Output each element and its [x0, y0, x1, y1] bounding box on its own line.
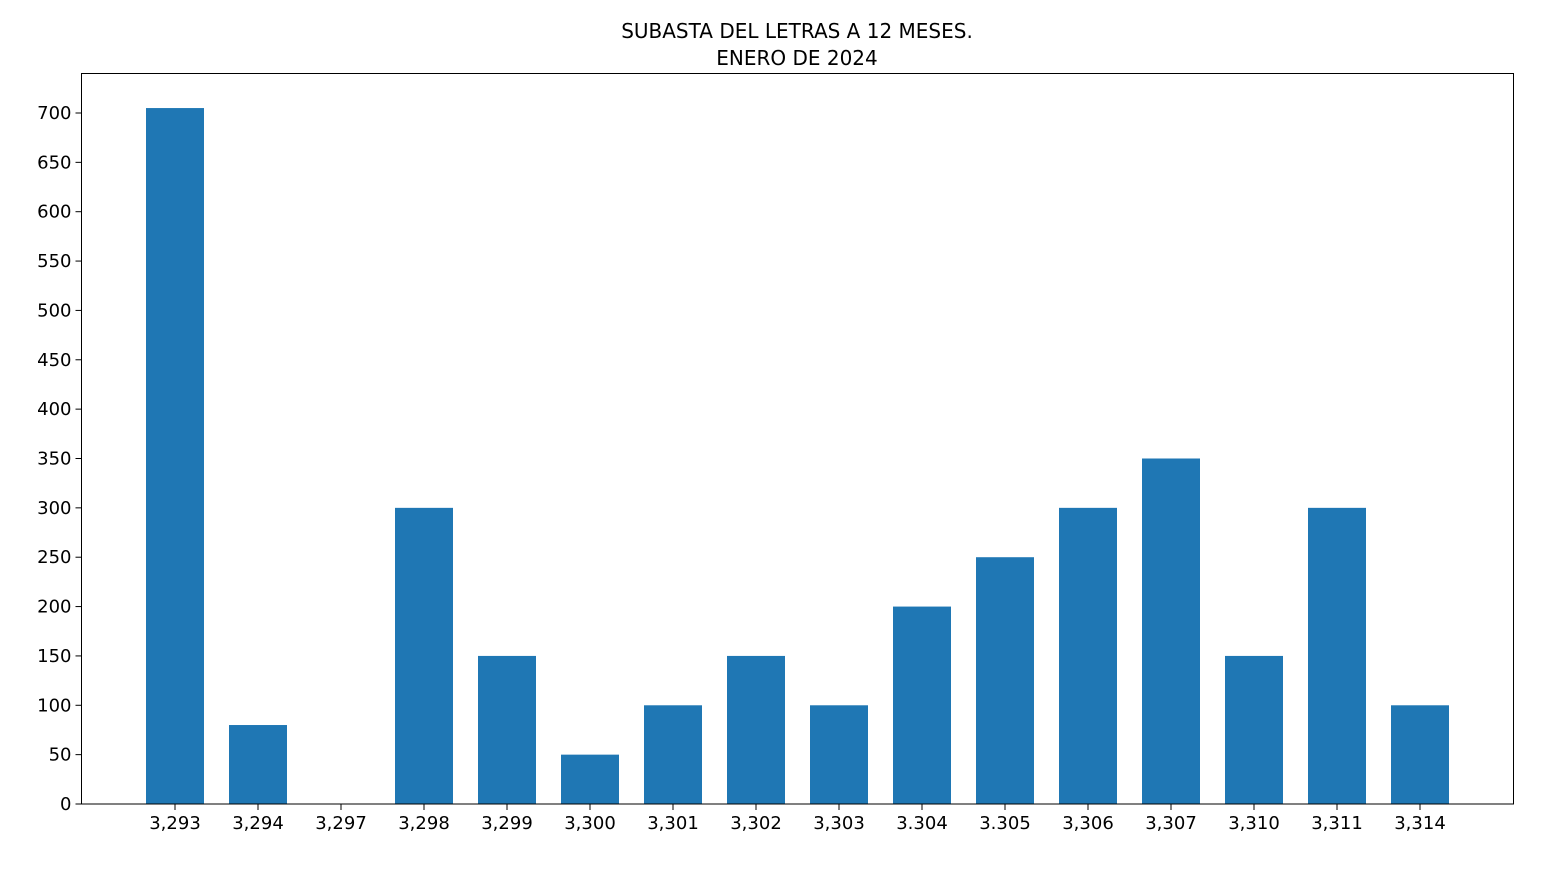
- y-tick-label-12: 600: [37, 202, 71, 223]
- x-tick-label-14: 3,311: [1311, 813, 1363, 834]
- x-tick-label-13: 3,310: [1228, 813, 1280, 834]
- y-tick-label-8: 400: [37, 399, 71, 420]
- bar-3: [395, 507, 453, 804]
- chart-subtitle: ENERO DE 2024: [716, 46, 878, 70]
- y-tick-label-0: 0: [60, 794, 71, 815]
- bar-4: [478, 655, 536, 804]
- y-tick-label-11: 550: [37, 251, 71, 272]
- bar-7: [727, 655, 785, 804]
- x-tick-label-2: 3,297: [315, 813, 367, 834]
- x-tick-label-12: 3,307: [1145, 813, 1197, 834]
- bar-15: [1391, 705, 1449, 804]
- bar-14: [1308, 507, 1366, 804]
- chart-title: SUBASTA DEL LETRAS A 12 MESES.: [621, 19, 973, 43]
- x-tick-label-8: 3,303: [813, 813, 865, 834]
- bar-12: [1142, 458, 1200, 804]
- y-tick-label-1: 50: [49, 745, 72, 766]
- bar-5: [561, 754, 619, 804]
- bars-layer: [146, 108, 1449, 805]
- y-tick-label-10: 500: [37, 300, 71, 321]
- x-tick-label-9: 3.304: [896, 813, 948, 834]
- x-tick-label-4: 3,299: [481, 813, 533, 834]
- bar-6: [644, 705, 702, 804]
- bar-8: [810, 705, 868, 804]
- y-axis: 0 50 100 150 200 250 300 350 400 450 500 550 600 650 7…: [37, 103, 82, 815]
- x-tick-label-15: 3,314: [1394, 813, 1446, 834]
- plot-frame: [81, 73, 1514, 805]
- x-tick-label-5: 3,300: [564, 813, 616, 834]
- bar-1: [229, 725, 287, 804]
- bar-13: [1225, 655, 1283, 804]
- y-tick-label-3: 150: [37, 646, 71, 667]
- x-tick-label-3: 3,298: [398, 813, 450, 834]
- bar-10: [976, 557, 1034, 804]
- bar-9: [893, 606, 951, 804]
- y-tick-label-6: 300: [37, 498, 71, 519]
- x-tick-label-6: 3,301: [647, 813, 699, 834]
- x-tick-label-0: 3,293: [149, 813, 201, 834]
- y-tick-label-9: 450: [37, 350, 71, 371]
- x-tick-label-11: 3,306: [1062, 813, 1114, 834]
- y-tick-label-14: 700: [37, 103, 71, 124]
- x-tick-label-7: 3,302: [730, 813, 782, 834]
- y-tick-label-7: 350: [37, 448, 71, 469]
- bar-11: [1059, 507, 1117, 804]
- y-tick-label-2: 100: [37, 695, 71, 716]
- y-tick-label-13: 650: [37, 152, 71, 173]
- y-tick-label-5: 250: [37, 547, 71, 568]
- bar-0: [146, 108, 204, 805]
- x-tick-label-1: 3,294: [232, 813, 284, 834]
- x-axis: 3,293 3,294 3,297 3,298 3,299 3,300 3,301 3,302…: [149, 804, 1446, 834]
- y-tick-label-4: 200: [37, 597, 71, 618]
- x-tick-label-10: 3.305: [979, 813, 1031, 834]
